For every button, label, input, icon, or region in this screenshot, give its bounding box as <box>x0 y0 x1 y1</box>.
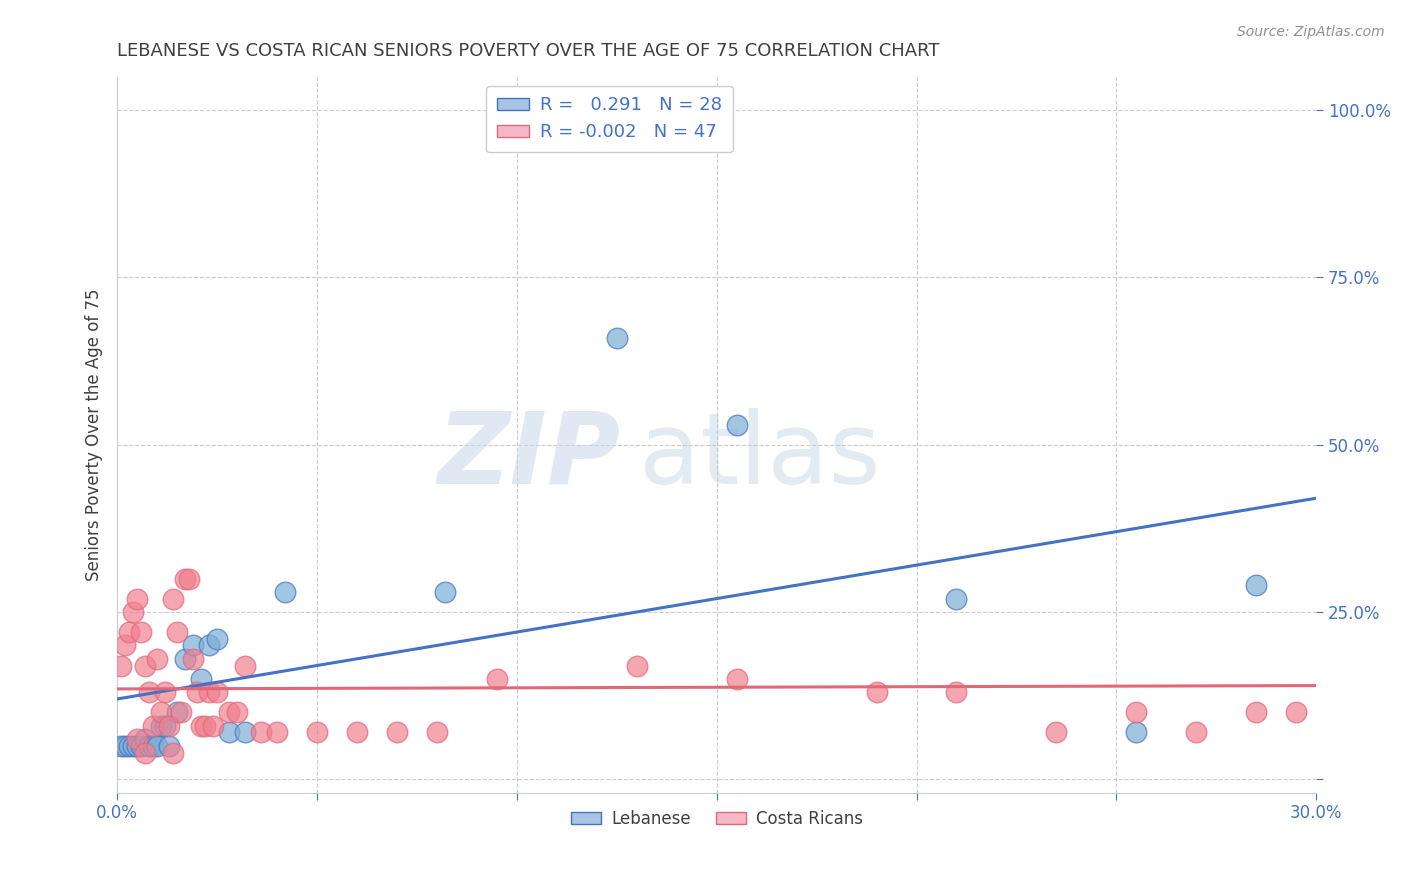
Point <box>129 739 152 753</box>
Text: atlas: atlas <box>638 408 880 505</box>
Point <box>186 685 208 699</box>
Point <box>433 585 456 599</box>
Point <box>190 719 212 733</box>
Point <box>166 706 188 720</box>
Point <box>202 719 225 733</box>
Point <box>205 632 228 646</box>
Point <box>1285 706 1308 720</box>
Point <box>198 639 221 653</box>
Point <box>179 572 201 586</box>
Point <box>194 719 217 733</box>
Point <box>153 685 176 699</box>
Point <box>1045 725 1067 739</box>
Point <box>1125 706 1147 720</box>
Point <box>127 732 149 747</box>
Point <box>865 685 887 699</box>
Point <box>190 672 212 686</box>
Point <box>134 746 156 760</box>
Point <box>118 625 141 640</box>
Legend: Lebanese, Costa Ricans: Lebanese, Costa Ricans <box>564 803 869 834</box>
Point <box>626 658 648 673</box>
Point <box>725 417 748 432</box>
Point <box>138 739 160 753</box>
Point <box>233 658 256 673</box>
Point <box>250 725 273 739</box>
Point <box>166 625 188 640</box>
Point <box>162 591 184 606</box>
Point <box>134 658 156 673</box>
Point <box>129 625 152 640</box>
Point <box>385 725 408 739</box>
Point <box>218 725 240 739</box>
Point <box>122 739 145 753</box>
Point <box>485 672 508 686</box>
Point <box>170 706 193 720</box>
Point <box>233 725 256 739</box>
Point <box>945 591 967 606</box>
Point <box>226 706 249 720</box>
Point <box>205 685 228 699</box>
Point <box>174 572 197 586</box>
Point <box>114 739 136 753</box>
Point <box>174 652 197 666</box>
Point <box>274 585 297 599</box>
Text: Source: ZipAtlas.com: Source: ZipAtlas.com <box>1237 25 1385 39</box>
Point <box>945 685 967 699</box>
Point <box>110 739 132 753</box>
Point <box>1185 725 1208 739</box>
Point <box>114 639 136 653</box>
Point <box>1244 706 1267 720</box>
Point <box>127 591 149 606</box>
Text: LEBANESE VS COSTA RICAN SENIORS POVERTY OVER THE AGE OF 75 CORRELATION CHART: LEBANESE VS COSTA RICAN SENIORS POVERTY … <box>117 42 939 60</box>
Y-axis label: Seniors Poverty Over the Age of 75: Seniors Poverty Over the Age of 75 <box>86 288 103 581</box>
Point <box>150 706 173 720</box>
Point <box>346 725 368 739</box>
Point <box>157 739 180 753</box>
Point <box>146 652 169 666</box>
Point <box>142 739 165 753</box>
Point <box>150 719 173 733</box>
Point <box>181 639 204 653</box>
Point <box>198 685 221 699</box>
Point <box>162 746 184 760</box>
Text: ZIP: ZIP <box>437 408 621 505</box>
Point <box>127 739 149 753</box>
Point <box>153 719 176 733</box>
Point <box>181 652 204 666</box>
Point <box>1125 725 1147 739</box>
Point <box>146 739 169 753</box>
Point <box>134 732 156 747</box>
Point <box>138 685 160 699</box>
Point <box>725 672 748 686</box>
Point <box>426 725 449 739</box>
Point <box>157 719 180 733</box>
Point <box>122 605 145 619</box>
Point <box>142 719 165 733</box>
Point <box>606 330 628 344</box>
Point <box>110 658 132 673</box>
Point <box>1244 578 1267 592</box>
Point <box>118 739 141 753</box>
Point <box>218 706 240 720</box>
Point <box>305 725 328 739</box>
Point <box>266 725 288 739</box>
